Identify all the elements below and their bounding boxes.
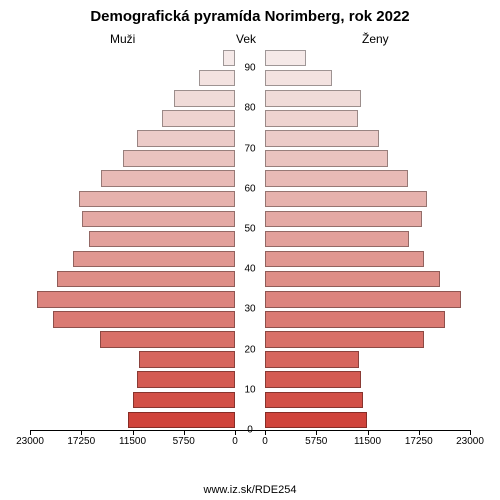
x-tick-label: 23000 (456, 436, 484, 447)
bar-female (265, 412, 367, 428)
x-tick-label: 23000 (16, 436, 44, 447)
x-tick (470, 430, 471, 435)
bar-female (265, 110, 358, 126)
bar-female (265, 130, 379, 146)
bar-male (223, 50, 235, 66)
bar-female (265, 211, 422, 227)
bar-female (265, 392, 363, 408)
bar-male (174, 90, 235, 106)
x-tick-label: 11500 (354, 436, 381, 447)
bar-male (79, 191, 235, 207)
age-tick-label: 30 (235, 304, 265, 315)
male-panel (30, 48, 235, 430)
x-tick (419, 430, 420, 435)
bar-female (265, 150, 388, 166)
age-tick-label: 40 (235, 264, 265, 275)
bar-female (265, 371, 361, 387)
bar-male (73, 251, 235, 267)
label-female: Ženy (362, 32, 389, 46)
x-tick (235, 430, 236, 435)
bar-male (162, 110, 235, 126)
age-tick-label: 60 (235, 183, 265, 194)
source-footer: www.iz.sk/RDE254 (0, 484, 500, 496)
x-tick-label: 11500 (119, 436, 146, 447)
age-tick-label: 10 (235, 384, 265, 395)
bar-female (265, 251, 424, 267)
bar-male (101, 170, 235, 186)
x-tick (184, 430, 185, 435)
bar-female (265, 271, 440, 287)
bar-male (53, 311, 235, 327)
bar-female (265, 191, 427, 207)
bar-male (137, 130, 235, 146)
bar-female (265, 231, 409, 247)
label-age: Vek (236, 32, 256, 46)
x-axis-line (30, 430, 470, 431)
bar-female (265, 311, 445, 327)
x-tick (265, 430, 266, 435)
bar-female (265, 170, 408, 186)
x-tick-label: 17250 (67, 436, 95, 447)
bar-male (57, 271, 235, 287)
bar-male (137, 371, 235, 387)
bar-male (133, 392, 235, 408)
bar-male (100, 331, 235, 347)
bar-male (82, 211, 235, 227)
age-tick-label: 90 (235, 63, 265, 74)
bar-male (199, 70, 235, 86)
bar-female (265, 291, 461, 307)
x-tick (316, 430, 317, 435)
bar-male (89, 231, 235, 247)
bar-female (265, 90, 361, 106)
age-tick-label: 80 (235, 103, 265, 114)
bar-male (37, 291, 235, 307)
x-tick (81, 430, 82, 435)
x-tick-label: 17250 (405, 436, 433, 447)
bar-female (265, 70, 332, 86)
x-tick-label: 5750 (305, 436, 327, 447)
plot-area: 0102030405060708090 05750115001725023000… (30, 48, 470, 448)
x-tick-label: 0 (262, 436, 268, 447)
x-tick-label: 5750 (173, 436, 195, 447)
x-tick-label: 0 (232, 436, 238, 447)
bar-male (128, 412, 235, 428)
label-male: Muži (110, 32, 135, 46)
age-tick-label: 20 (235, 344, 265, 355)
bar-female (265, 50, 306, 66)
age-tick-label: 50 (235, 223, 265, 234)
female-panel (265, 48, 470, 430)
x-tick (368, 430, 369, 435)
chart-title: Demografická pyramída Norimberg, rok 202… (0, 8, 500, 25)
age-axis: 0102030405060708090 (235, 48, 265, 430)
x-tick (133, 430, 134, 435)
bar-male (123, 150, 235, 166)
bar-male (139, 351, 235, 367)
population-pyramid-chart: Demografická pyramída Norimberg, rok 202… (0, 0, 500, 500)
bar-female (265, 351, 359, 367)
x-tick (30, 430, 31, 435)
bar-female (265, 331, 424, 347)
age-tick-label: 70 (235, 143, 265, 154)
